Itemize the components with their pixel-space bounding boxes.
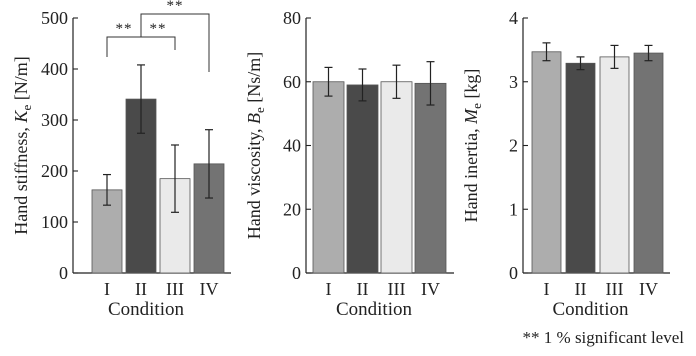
x-tick-label: I	[104, 279, 110, 299]
y-tick-label: 4	[509, 8, 518, 28]
significance-bracket	[140, 13, 210, 72]
y-tick-label: 0	[59, 263, 68, 283]
y-tick-label: 0	[292, 263, 301, 283]
x-tick-label: II	[135, 279, 147, 299]
y-tick-label: 100	[41, 212, 68, 232]
y-axis-label: Hand viscosity, Be [Ns/m]	[244, 52, 267, 240]
bar-IV	[633, 52, 664, 274]
bar-IV	[414, 82, 447, 274]
y-tick-label: 3	[509, 72, 518, 92]
y-axis-label: Hand stiffness, Ke [N/m]	[11, 56, 34, 234]
y-tick-label: 20	[283, 199, 301, 219]
significance-bracket	[106, 36, 141, 57]
x-axis-label: Condition	[108, 299, 185, 320]
bar-I	[312, 81, 345, 274]
y-tick-label: 300	[41, 110, 68, 130]
bar-I	[531, 51, 562, 274]
significance-label: **	[150, 21, 167, 37]
x-tick-label: I	[544, 279, 550, 299]
x-tick-label: III	[166, 279, 184, 299]
y-tick-label: 500	[41, 8, 68, 28]
x-tick-label: III	[606, 279, 624, 299]
y-tick-label: 60	[283, 72, 301, 92]
x-tick-label: II	[575, 279, 587, 299]
y-tick-label: 2	[509, 136, 518, 156]
x-tick-label: IV	[421, 279, 440, 299]
x-tick-label: III	[388, 279, 406, 299]
significance-label: **	[167, 0, 184, 14]
bar-II	[346, 84, 379, 274]
bar-II	[565, 62, 596, 274]
y-tick-label: 40	[283, 136, 301, 156]
x-axis-label: Condition	[336, 299, 413, 320]
x-tick-label: IV	[639, 279, 658, 299]
bar-III	[599, 56, 630, 274]
significance-bracket	[141, 36, 176, 50]
significance-label: **	[116, 21, 133, 37]
y-tick-label: 400	[41, 59, 68, 79]
x-tick-label: II	[357, 279, 369, 299]
y-tick-label: 80	[283, 8, 301, 28]
y-axis-label: Hand inertia, Me [kg]	[461, 69, 484, 223]
x-tick-label: I	[326, 279, 332, 299]
y-tick-label: 0	[509, 263, 518, 283]
significance-footnote: ** 1 % significant level	[523, 328, 685, 347]
bar-III	[380, 81, 413, 274]
x-axis-label: Condition	[552, 299, 629, 320]
y-tick-label: 200	[41, 161, 68, 181]
x-tick-label: IV	[200, 279, 219, 299]
y-tick-label: 1	[509, 199, 518, 219]
